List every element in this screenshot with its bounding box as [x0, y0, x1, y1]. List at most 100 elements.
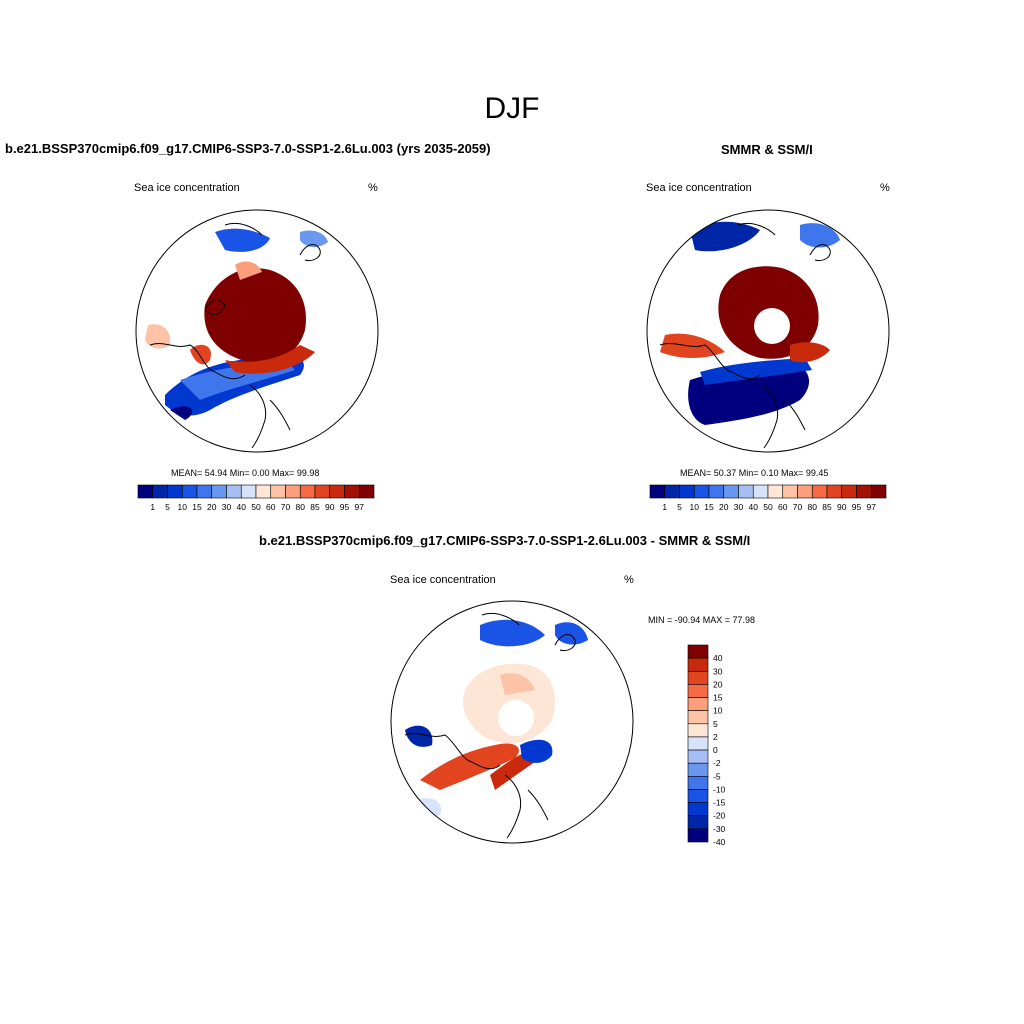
diff-stats: MIN = -90.94 MAX = 77.98 [648, 615, 756, 625]
model-units-label: % [368, 182, 378, 194]
model-ice-region [170, 406, 193, 420]
colorbar-swatch [649, 484, 666, 499]
colorbar-swatch [687, 684, 709, 698]
colorbar-swatch [752, 484, 769, 499]
colorbar-tick-label: 85 [822, 502, 832, 512]
colorbar-swatch [270, 484, 286, 499]
colorbar-tick-label: 20 [713, 679, 723, 689]
colorbar-swatch [687, 657, 709, 672]
colorbar-swatch [693, 484, 710, 499]
obs-units-label: % [880, 182, 890, 194]
colorbar-tick-label: 85 [310, 502, 320, 512]
colorbar-swatch [738, 484, 754, 499]
diff-variable-label: Sea ice concentration [390, 574, 496, 586]
colorbar-swatch [687, 697, 709, 711]
colorbar-swatch [687, 776, 709, 790]
colorbar-tick-label: 60 [266, 502, 276, 512]
colorbar-tick-label: -40 [713, 837, 726, 847]
colorbar-tick-label: 15 [713, 693, 723, 703]
colorbar-tick-label: 1 [662, 502, 667, 512]
model-stats: MEAN= 54.94 Min= 0.00 Max= 99.98 [171, 468, 320, 478]
model-variable-label: Sea ice concentration [134, 182, 240, 194]
colorbar-tick-label: 90 [325, 502, 335, 512]
colorbar-tick-label: 20 [207, 502, 217, 512]
colorbar-swatch [137, 484, 154, 499]
obs-panel-title: SMMR & SSM/I [721, 142, 813, 157]
colorbar-swatch [870, 484, 887, 499]
colorbar-swatch [708, 484, 725, 499]
model-ice-region [235, 261, 262, 280]
colorbar-swatch [679, 484, 695, 499]
colorbar-swatch [687, 644, 709, 659]
colorbar-swatch [687, 762, 709, 777]
colorbar-tick-label: 20 [719, 502, 729, 512]
colorbar-swatch [329, 484, 345, 499]
colorbar-tick-label: 5 [713, 719, 718, 729]
model-ice-region [204, 268, 306, 364]
colorbar-tick-label: 0 [713, 745, 718, 755]
colorbar-tick-label: 70 [281, 502, 291, 512]
colorbar-tick-label: 10 [690, 502, 700, 512]
colorbar-swatch [211, 484, 227, 499]
colorbar-tick-label: 80 [808, 502, 818, 512]
colorbar-tick-label: 5 [677, 502, 682, 512]
colorbar-swatch [687, 749, 709, 764]
colorbar-tick-label: -10 [713, 784, 726, 794]
colorbar-tick-label: 90 [837, 502, 847, 512]
diff-ice-region [420, 743, 519, 790]
model-ice-region [215, 228, 270, 252]
colorbar-tick-label: 50 [763, 502, 773, 512]
colorbar-tick-label: 2 [713, 732, 718, 742]
colorbar-swatch [687, 710, 709, 725]
diff-polar-map [390, 600, 634, 844]
colorbar-swatch [664, 484, 680, 499]
diff-ice-region [405, 725, 433, 747]
model-ice-region [300, 230, 328, 248]
colorbar-swatch [687, 828, 709, 843]
colorbar-swatch [255, 484, 272, 499]
colorbar-swatch [167, 484, 183, 499]
colorbar-tick-label: 5 [165, 502, 170, 512]
colorbar-swatch [240, 484, 257, 499]
colorbar-swatch [797, 484, 813, 499]
colorbar-swatch [181, 484, 198, 499]
colorbar-tick-label: 80 [296, 502, 306, 512]
diff-ice-region [480, 619, 545, 647]
colorbar-tick-label: -2 [713, 758, 721, 768]
colorbar-tick-label: 10 [713, 706, 723, 716]
model-polar-map [135, 209, 379, 453]
colorbar-tick-label: 30 [222, 502, 232, 512]
colorbar-swatch [314, 484, 331, 499]
colorbar-tick-label: 97 [355, 502, 365, 512]
colorbar-tick-label: 40 [237, 502, 247, 512]
colorbar-tick-label: 30 [713, 666, 723, 676]
colorbar-tick-label: 95 [340, 502, 350, 512]
colorbar-tick-label: 40 [713, 653, 723, 663]
colorbar-swatch [856, 484, 872, 499]
colorbar-swatch [687, 736, 709, 751]
colorbar-swatch [841, 484, 857, 499]
colorbar-swatch [152, 484, 168, 499]
colorbar-tick-label: -5 [713, 771, 721, 781]
model-colorbar: 1 5 10 15 20 30 40 50 60 70 80 85 90 95 97 [137, 484, 375, 512]
diff-panel-title: b.e21.BSSP370cmip6.f09_g17.CMIP6-SSP3-7.… [259, 533, 751, 548]
colorbar-swatch [196, 484, 213, 499]
colorbar-swatch [826, 484, 843, 499]
colorbar-tick-label: 40 [749, 502, 759, 512]
colorbar-tick-label: 60 [778, 502, 788, 512]
figure-title: DJF [484, 92, 540, 125]
colorbar-swatch [687, 670, 709, 685]
obs-ice-region [700, 358, 812, 385]
obs-colorbar: 1 5 10 15 20 30 40 50 60 70 80 85 90 95 97 [649, 484, 887, 512]
colorbar-swatch [226, 484, 242, 499]
colorbar-swatch [344, 484, 360, 499]
colorbar-tick-label: 97 [867, 502, 877, 512]
colorbar-tick-label: 50 [251, 502, 261, 512]
colorbar-tick-label: 15 [192, 502, 202, 512]
colorbar-swatch [358, 484, 375, 499]
obs-variable-label: Sea ice concentration [646, 182, 752, 194]
obs-ice-region [790, 342, 830, 363]
colorbar-swatch [687, 723, 709, 738]
colorbar-tick-label: 70 [793, 502, 803, 512]
